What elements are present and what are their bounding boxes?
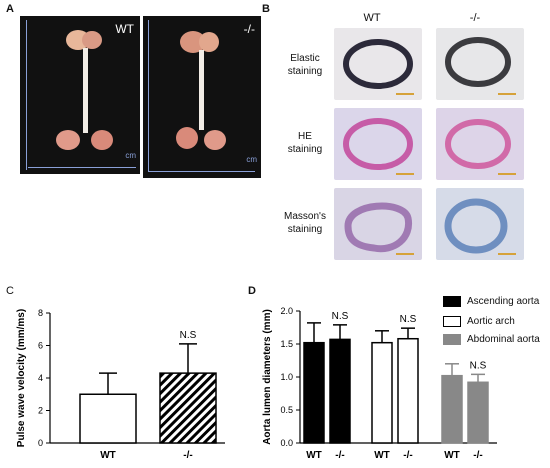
aorta-photo-ko: cm -/- <box>143 16 261 178</box>
column-title-wt: WT <box>363 12 381 24</box>
significance-label: N.S <box>470 360 487 371</box>
row-label-elastic: Elastic staining <box>287 53 323 77</box>
row-label-he: HE staining <box>287 131 323 155</box>
legend-swatch <box>443 296 461 307</box>
legend-ascending-aorta: Ascending aorta <box>443 296 539 307</box>
x-tick-label: -/- <box>335 450 344 461</box>
x-tick-label: -/- <box>473 450 482 461</box>
genotype-label-ko: -/- <box>243 22 255 36</box>
ruler-vertical <box>148 20 149 172</box>
y-tick-label: 0.5 <box>280 405 293 415</box>
ruler-horizontal <box>149 171 255 172</box>
legend-abdominal-aorta: Abdominal aorta <box>443 334 540 345</box>
bar <box>329 338 351 444</box>
y-tick-label: 8 <box>38 308 43 318</box>
y-tick-label: 0.0 <box>280 438 293 448</box>
x-tick-label: -/- <box>183 450 192 461</box>
ruler-vertical <box>26 20 27 170</box>
bar <box>441 374 463 444</box>
bar <box>371 341 393 444</box>
panel-label-a: A <box>6 3 14 15</box>
aorta-specimen-ko <box>176 31 226 150</box>
column-title-ko: -/- <box>469 12 481 24</box>
significance-label: N.S <box>332 311 349 322</box>
significance-label: N.S <box>180 330 197 341</box>
histology-elastic-ko <box>436 28 524 100</box>
legend-swatch <box>443 316 461 327</box>
legend-aortic-arch: Aortic arch <box>443 316 515 327</box>
y-tick-label: 6 <box>38 341 43 351</box>
y-tick-label: 4 <box>38 373 43 383</box>
histology-he-wt <box>334 108 422 180</box>
ruler-unit-label: cm <box>125 151 136 160</box>
histology-he-ko <box>436 108 524 180</box>
panel-label-d: D <box>248 285 256 297</box>
ruler-horizontal <box>28 167 136 168</box>
x-tick-label: WT <box>374 450 390 461</box>
panel-label-b: B <box>262 3 270 15</box>
y-axis-label: Aorta lumen diameters (mm) <box>262 309 273 445</box>
aorta-photo-wt: cm WT <box>20 16 140 174</box>
significance-label: N.S <box>400 314 417 325</box>
bar <box>467 381 489 444</box>
genotype-label-wt: WT <box>115 22 134 36</box>
bar <box>397 337 419 444</box>
x-tick-label: WT <box>100 450 116 461</box>
y-tick-label: 1.5 <box>280 339 293 349</box>
histology-elastic-wt <box>334 28 422 100</box>
aorta-specimen-wt <box>56 30 113 150</box>
x-tick-label: WT <box>306 450 322 461</box>
y-tick-label: 2.0 <box>280 306 293 316</box>
row-label-masson: Masson's staining <box>284 211 326 235</box>
y-tick-label: 2 <box>38 406 43 416</box>
ruler-unit-label: cm <box>246 155 257 164</box>
bar <box>303 341 325 444</box>
y-tick-label: 1.0 <box>280 372 293 382</box>
y-tick-label: 0 <box>38 438 43 448</box>
bar <box>159 372 217 444</box>
legend-swatch <box>443 334 461 345</box>
histology-masson-ko <box>436 188 524 260</box>
bar <box>79 393 137 444</box>
y-axis-label: Pulse wave velocity (mm/ms) <box>16 309 27 447</box>
panel-label-c: C <box>6 285 14 297</box>
x-tick-label: WT <box>444 450 460 461</box>
x-tick-label: -/- <box>403 450 412 461</box>
histology-masson-wt <box>334 188 422 260</box>
